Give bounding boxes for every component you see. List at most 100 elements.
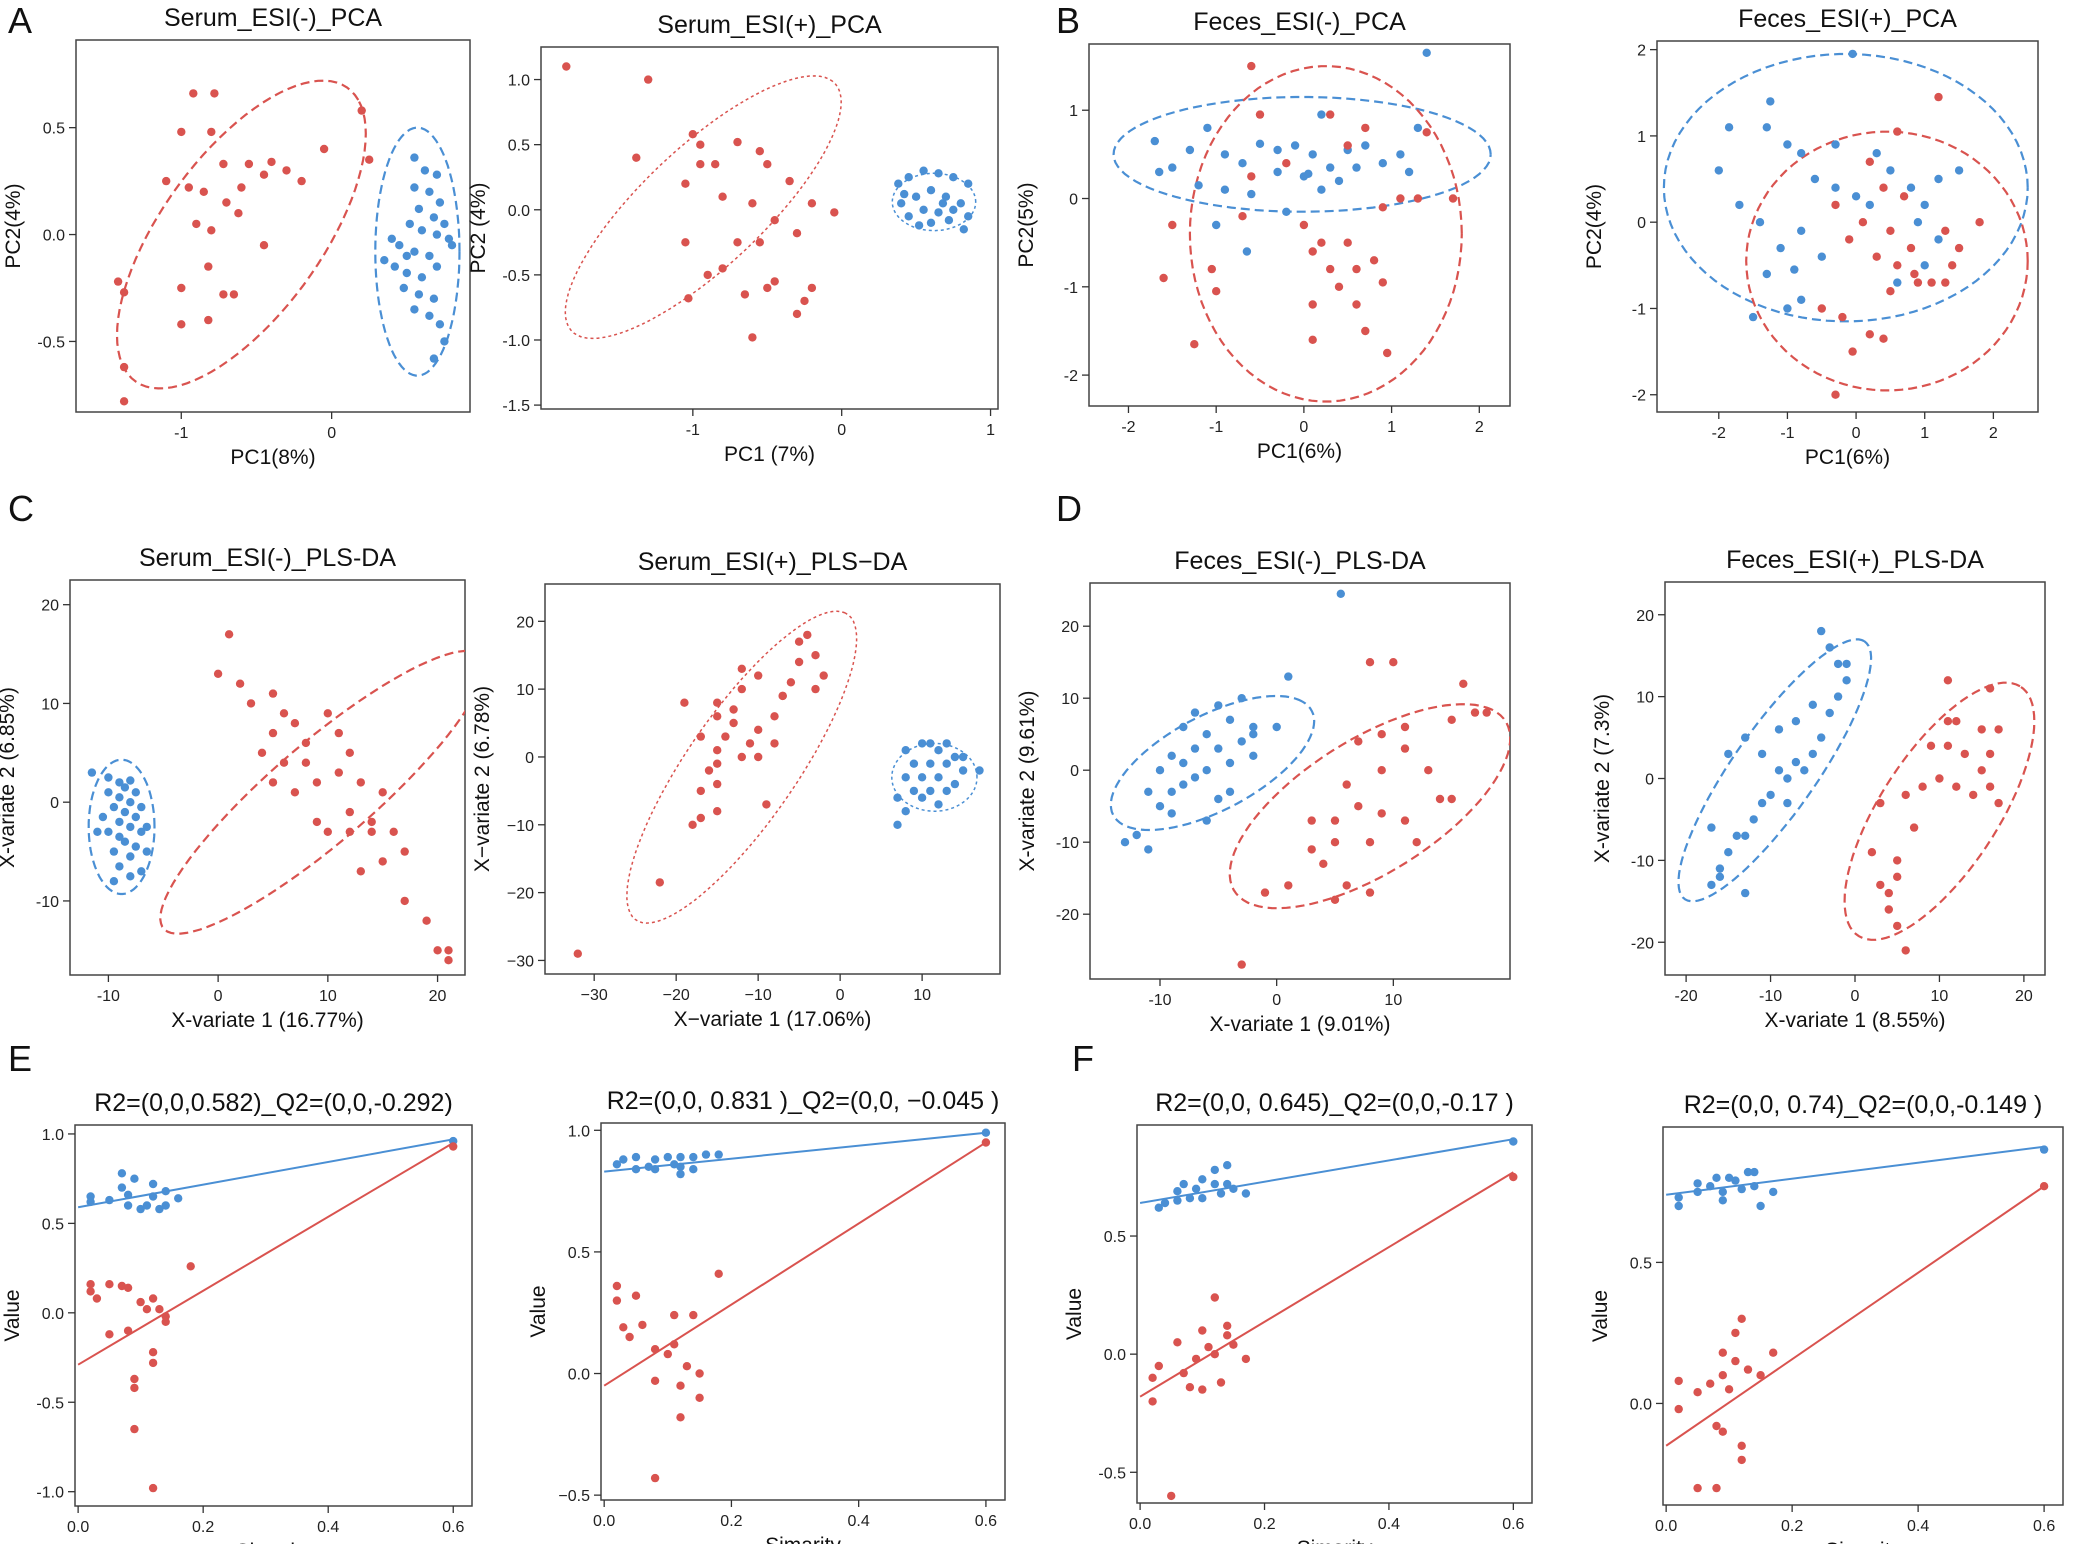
red-data-point — [1769, 1348, 1778, 1357]
x-axis-label: Simarity — [236, 1540, 312, 1544]
blue-data-point — [420, 166, 430, 175]
red-data-point — [1934, 92, 1943, 102]
blue-data-point — [1954, 166, 1964, 175]
blue-data-point — [1190, 708, 1200, 717]
x-axis-label: PC1(6%) — [1257, 440, 1342, 463]
red-data-point — [670, 1340, 679, 1349]
red-data-point — [177, 320, 186, 329]
blue-data-point — [161, 1201, 170, 1210]
blue-data-point — [1707, 880, 1716, 890]
red-confidence-ellipse — [1745, 130, 2029, 392]
y-axis-label: Value — [1, 1289, 24, 1341]
red-data-point — [1198, 1385, 1207, 1394]
red-data-point — [1435, 794, 1445, 804]
blue-data-point — [926, 739, 935, 748]
blue-data-point — [1757, 798, 1767, 808]
blue-data-point — [701, 1150, 711, 1159]
red-data-point — [400, 847, 409, 856]
blue-data-point — [131, 842, 140, 851]
red-data-point — [676, 1413, 685, 1422]
y-tick-label: 10 — [41, 696, 59, 713]
red-data-point — [1247, 172, 1256, 181]
blue-data-point — [440, 337, 449, 346]
blue-data-point — [911, 192, 921, 201]
red-data-point — [268, 728, 278, 738]
red-data-point — [1212, 287, 1221, 296]
blue-data-point — [670, 1160, 679, 1169]
blue-data-point — [1214, 794, 1223, 804]
red-data-point — [1210, 1293, 1220, 1302]
red-data-point — [367, 817, 376, 827]
red-data-point — [210, 89, 219, 98]
red-data-point — [148, 1348, 158, 1357]
red-data-point — [1400, 816, 1410, 825]
x-tick-label: 2 — [1989, 425, 1998, 442]
blue-confidence-ellipse — [1112, 95, 1492, 213]
red-data-point — [1238, 212, 1247, 221]
blue-data-point — [612, 1160, 622, 1169]
plot-frame — [1089, 582, 1511, 980]
blue-data-point — [115, 778, 124, 787]
blue-data-point — [1167, 787, 1176, 796]
blue-data-point — [109, 847, 119, 856]
red-data-point — [433, 946, 442, 955]
red-data-point — [625, 1332, 634, 1342]
blue-data-point — [117, 1169, 127, 1178]
plot-area — [1109, 589, 1510, 969]
blue-data-point — [1155, 766, 1165, 775]
red-data-point — [644, 75, 653, 84]
blue-data-point — [981, 1128, 991, 1137]
blue-data-point — [1886, 166, 1895, 175]
blue-confidence-ellipse — [891, 172, 977, 232]
blue-data-point — [1724, 848, 1733, 857]
red-data-point — [123, 1283, 133, 1293]
y-tick-label: 0 — [1645, 772, 1654, 789]
blue-data-point — [1762, 269, 1772, 279]
red-data-point — [155, 1305, 164, 1314]
red-data-point — [345, 807, 354, 817]
blue-data-point — [86, 1197, 95, 1207]
blue-data-point — [1202, 816, 1211, 825]
red-data-point — [748, 333, 757, 342]
red-data-point — [119, 397, 129, 406]
red-data-point — [1255, 110, 1265, 119]
plot-frame — [600, 1122, 1006, 1501]
x-tick-label: -10 — [97, 988, 120, 1005]
blue-data-point — [390, 262, 399, 271]
red-data-point — [1260, 888, 1270, 897]
red-data-point — [684, 294, 693, 303]
red-data-point — [1241, 1354, 1251, 1364]
blue-confidence-ellipse — [1109, 694, 1316, 832]
chart-6: Serum_ESI(+)_PLS−DA −30 −20 −10 0 10 −30 −20 −10… — [471, 548, 1001, 1031]
blue-data-point — [115, 862, 124, 871]
blue-data-point — [1732, 831, 1742, 840]
red-data-point — [1342, 881, 1351, 890]
y-tick-label: -20 — [1631, 935, 1654, 952]
chart-title: Serum_ESI(+)_PLS−DA — [638, 548, 908, 576]
blue-data-point — [1769, 1187, 1778, 1197]
blue-data-point — [901, 773, 910, 782]
red-data-point — [1893, 261, 1902, 270]
red-data-point — [1848, 347, 1857, 356]
red-data-point — [2039, 1182, 2049, 1191]
red-data-point — [282, 166, 291, 175]
blue-data-point — [1913, 218, 1923, 227]
red-data-point — [688, 130, 697, 139]
y-tick-label: 0.0 — [568, 1367, 590, 1384]
blue-data-point — [676, 1162, 685, 1172]
red-data-point — [334, 768, 343, 777]
red-data-point — [755, 238, 764, 247]
red-data-point — [800, 296, 809, 306]
blue-data-point — [1791, 717, 1801, 726]
chart-3: Feces_ESI(-)_PCA -2 -1 0 1 2 -2 -1 0 1 PC1(6%) PC2(… — [1015, 8, 1511, 463]
blue-data-point — [126, 776, 135, 785]
red-data-point — [1718, 1427, 1728, 1436]
y-tick-label: 0 — [1070, 763, 1079, 780]
red-data-point — [1879, 334, 1888, 343]
red-data-point — [1159, 273, 1168, 283]
plot-area — [113, 79, 461, 406]
red-data-point — [714, 1269, 723, 1279]
blue-data-point — [1737, 1184, 1746, 1194]
plot-area — [1662, 49, 2029, 399]
blue-data-point — [1150, 136, 1160, 146]
